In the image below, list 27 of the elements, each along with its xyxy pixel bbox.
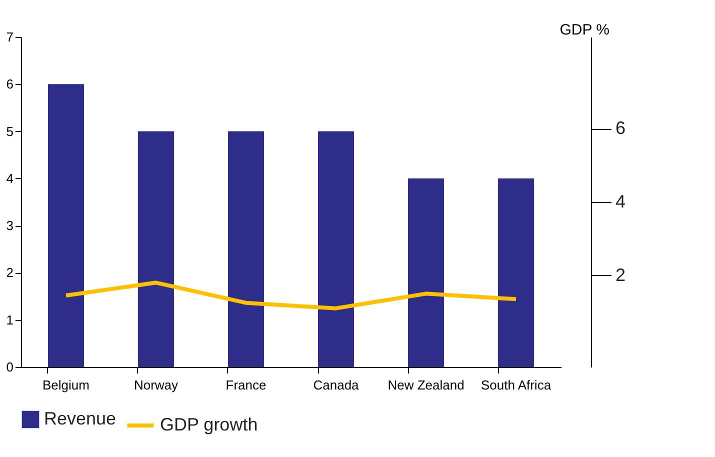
x-tick-label: Norway <box>134 378 179 392</box>
y-tick-label: 4 <box>6 170 14 186</box>
y-tick-label: 7 <box>6 30 14 44</box>
x-tick-label: South Africa <box>480 378 552 392</box>
x-tick-label: France <box>226 378 266 392</box>
y2-tick-label: 4 <box>616 192 626 212</box>
bar <box>48 84 84 367</box>
y2-axis-title: GDP % <box>560 22 610 38</box>
y-tick-label: 1 <box>6 312 14 328</box>
bar <box>408 178 444 367</box>
y-tick-label: 3 <box>6 218 14 234</box>
x-tick-label: Belgium <box>42 378 90 392</box>
legend-label: Revenue <box>44 408 116 428</box>
bar <box>228 131 264 367</box>
line-series <box>64 280 518 310</box>
y-tick-label: 2 <box>6 265 14 280</box>
y-tick-label: 6 <box>6 76 14 92</box>
x-tick-label: Canada <box>313 378 360 392</box>
bar <box>318 131 354 367</box>
y-tick-label: 0 <box>6 360 14 374</box>
bar <box>138 131 174 367</box>
x-tick-label: New Zealand <box>388 378 464 392</box>
legend-label: GDP growth <box>160 414 258 434</box>
y-tick-label: 5 <box>6 124 14 139</box>
bar <box>498 178 534 367</box>
y2-tick-label: 6 <box>616 118 626 138</box>
y2-tick-label: 2 <box>616 264 626 285</box>
